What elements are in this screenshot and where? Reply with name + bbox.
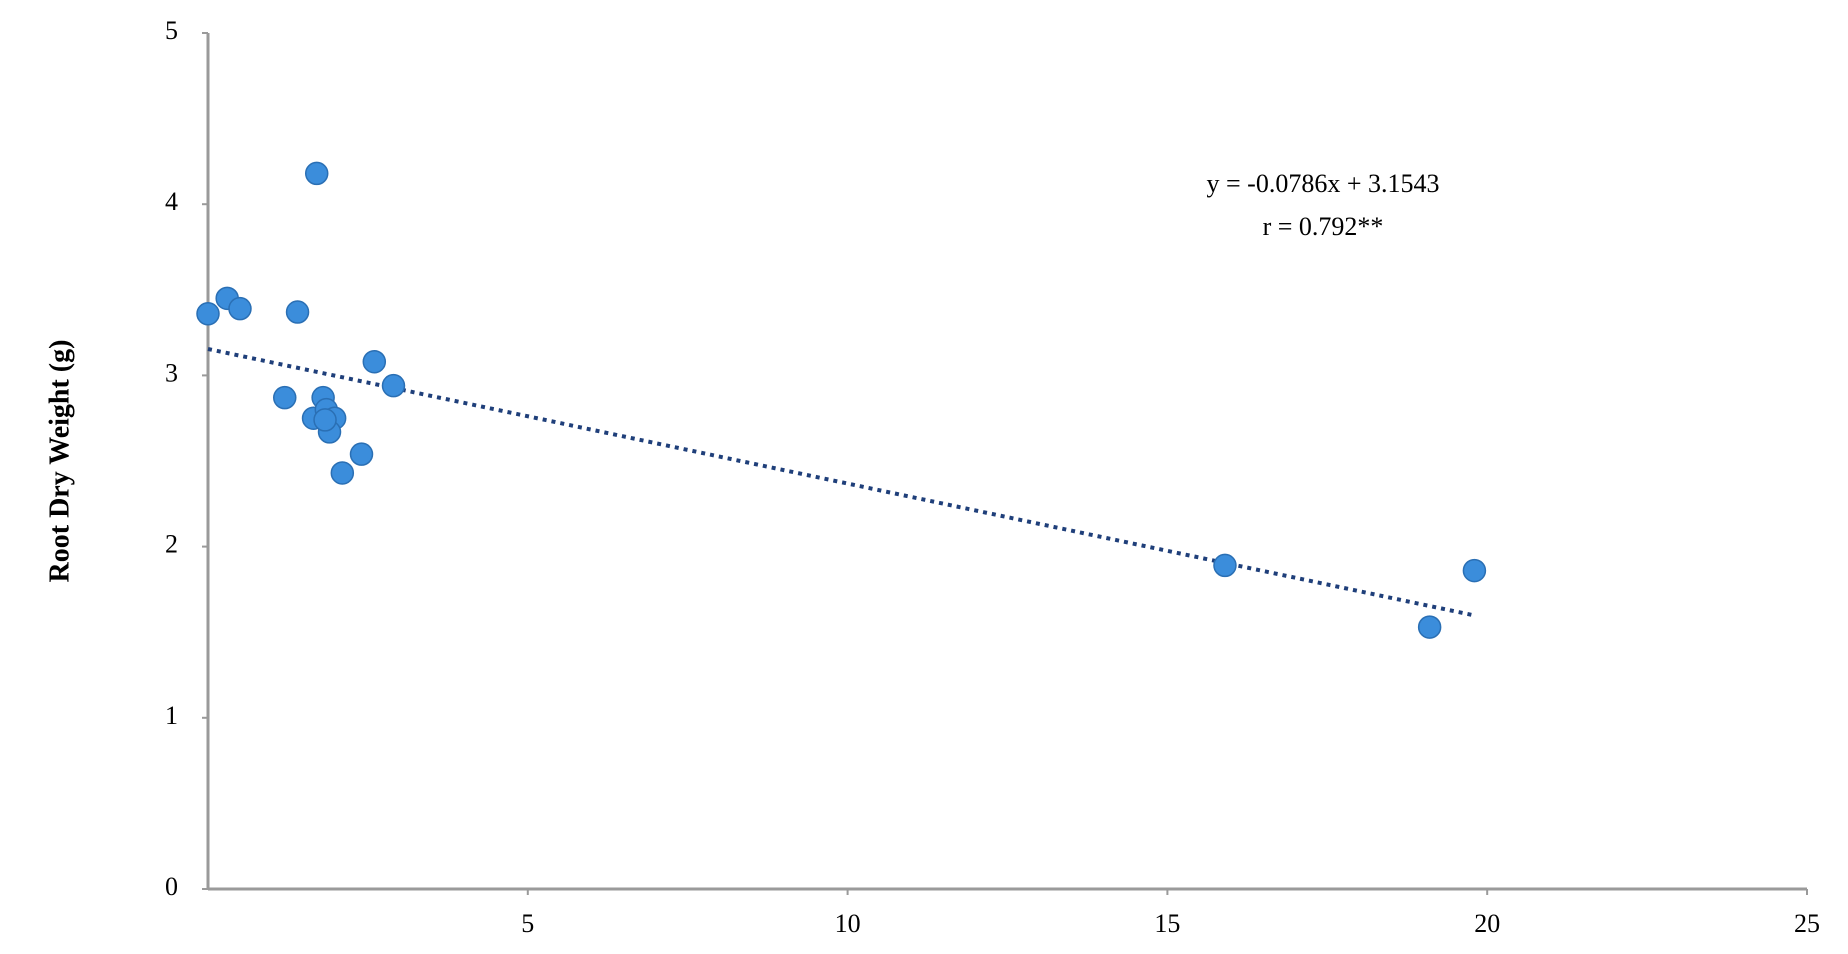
x-tick-label: 15 bbox=[1154, 909, 1180, 938]
point bbox=[304, 161, 329, 186]
y-tick-label: 2 bbox=[165, 530, 178, 559]
x-tick-label: 5 bbox=[521, 909, 534, 938]
y-tick-label: 5 bbox=[165, 16, 178, 45]
y-tick-label: 4 bbox=[165, 187, 178, 216]
point bbox=[381, 373, 406, 398]
point bbox=[1213, 553, 1237, 578]
annotation: r = 0.792** bbox=[1263, 212, 1384, 241]
y-tick-label: 3 bbox=[165, 358, 178, 387]
y-tick-label: 0 bbox=[165, 872, 178, 901]
point bbox=[362, 349, 387, 374]
point bbox=[349, 442, 374, 466]
point bbox=[196, 302, 220, 326]
point bbox=[330, 461, 355, 485]
x-tick-label: 25 bbox=[1794, 909, 1820, 938]
point bbox=[1417, 615, 1442, 639]
point bbox=[228, 296, 252, 321]
x-tick-label: 10 bbox=[835, 909, 861, 938]
x-tick-label: 20 bbox=[1474, 909, 1500, 938]
y-axis-label: Root Dry Weight (g) bbox=[44, 340, 75, 583]
annotation: y = -0.0786x + 3.1543 bbox=[1207, 169, 1440, 198]
point bbox=[285, 300, 310, 324]
point bbox=[273, 385, 297, 410]
y-tick-label: 1 bbox=[165, 701, 178, 730]
point bbox=[1462, 558, 1487, 583]
point bbox=[313, 408, 337, 432]
